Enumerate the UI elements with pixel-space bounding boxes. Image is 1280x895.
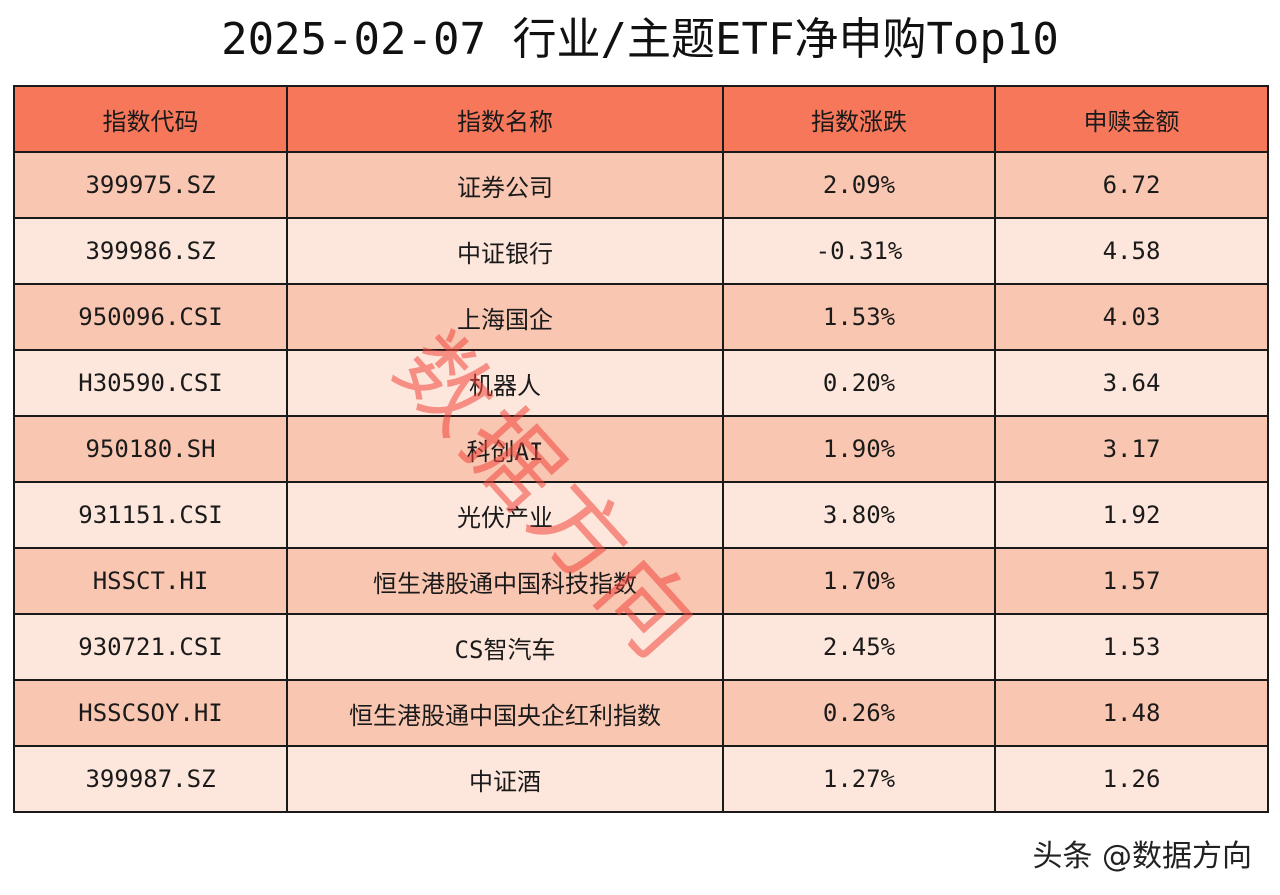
cell-amount: 1.48 xyxy=(994,679,1269,747)
cell-amount: 6.72 xyxy=(994,151,1269,219)
cell-index-change: 2.09% xyxy=(722,151,996,219)
cell-index-name: 中证银行 xyxy=(286,217,724,285)
table-row: 399975.SZ 证券公司 2.09% 6.72 xyxy=(13,151,1269,219)
cell-index-change: 1.53% xyxy=(722,283,996,351)
cell-index-name: 恒生港股通中国科技指数 xyxy=(286,547,724,615)
table-row: 950096.CSI 上海国企 1.53% 4.03 xyxy=(13,283,1269,351)
cell-index-code: 931151.CSI xyxy=(13,481,288,549)
header-index-name: 指数名称 xyxy=(286,85,724,153)
cell-index-change: 1.27% xyxy=(722,745,996,813)
cell-index-change: 0.26% xyxy=(722,679,996,747)
header-index-change: 指数涨跌 xyxy=(722,85,996,153)
cell-index-name: 上海国企 xyxy=(286,283,724,351)
cell-index-change: 1.90% xyxy=(722,415,996,483)
cell-index-name: 机器人 xyxy=(286,349,724,417)
cell-amount: 4.03 xyxy=(994,283,1269,351)
cell-index-name: 光伏产业 xyxy=(286,481,724,549)
header-index-code: 指数代码 xyxy=(13,85,288,153)
cell-index-change: 1.70% xyxy=(722,547,996,615)
cell-index-code: 399986.SZ xyxy=(13,217,288,285)
table-row: HSSCSOY.HI 恒生港股通中国央企红利指数 0.26% 1.48 xyxy=(13,679,1269,747)
cell-index-code: HSSCT.HI xyxy=(13,547,288,615)
table-row: 950180.SH 科创AI 1.90% 3.17 xyxy=(13,415,1269,483)
cell-index-change: -0.31% xyxy=(722,217,996,285)
table-row: H30590.CSI 机器人 0.20% 3.64 xyxy=(13,349,1269,417)
header-subscription-amount: 申赎金额 xyxy=(994,85,1269,153)
etf-table: 指数代码 指数名称 指数涨跌 申赎金额 399975.SZ 证券公司 2.09%… xyxy=(13,85,1269,813)
cell-amount: 4.58 xyxy=(994,217,1269,285)
cell-index-change: 3.80% xyxy=(722,481,996,549)
table-row: 399986.SZ 中证银行 -0.31% 4.58 xyxy=(13,217,1269,285)
table-header-row: 指数代码 指数名称 指数涨跌 申赎金额 xyxy=(13,85,1269,153)
cell-index-change: 0.20% xyxy=(722,349,996,417)
cell-amount: 1.53 xyxy=(994,613,1269,681)
cell-index-code: 399987.SZ xyxy=(13,745,288,813)
cell-index-code: HSSCSOY.HI xyxy=(13,679,288,747)
cell-index-code: 399975.SZ xyxy=(13,151,288,219)
cell-index-code: 950180.SH xyxy=(13,415,288,483)
cell-index-name: 中证酒 xyxy=(286,745,724,813)
source-credit[interactable]: 头条 @数据方向 xyxy=(1032,839,1252,874)
cell-index-code: 950096.CSI xyxy=(13,283,288,351)
page-title: 2025-02-07 行业/主题ETF净申购Top10 xyxy=(221,14,1059,65)
table-row: HSSCT.HI 恒生港股通中国科技指数 1.70% 1.57 xyxy=(13,547,1269,615)
cell-index-name: 证券公司 xyxy=(286,151,724,219)
cell-index-name: CS智汽车 xyxy=(286,613,724,681)
cell-amount: 3.64 xyxy=(994,349,1269,417)
table-row: 930721.CSI CS智汽车 2.45% 1.53 xyxy=(13,613,1269,681)
cell-index-change: 2.45% xyxy=(722,613,996,681)
cell-amount: 1.92 xyxy=(994,481,1269,549)
cell-index-name: 恒生港股通中国央企红利指数 xyxy=(286,679,724,747)
cell-index-code: 930721.CSI xyxy=(13,613,288,681)
cell-index-code: H30590.CSI xyxy=(13,349,288,417)
table-row: 931151.CSI 光伏产业 3.80% 1.92 xyxy=(13,481,1269,549)
cell-amount: 3.17 xyxy=(994,415,1269,483)
table-row: 399987.SZ 中证酒 1.27% 1.26 xyxy=(13,745,1269,813)
cell-index-name: 科创AI xyxy=(286,415,724,483)
cell-amount: 1.26 xyxy=(994,745,1269,813)
cell-amount: 1.57 xyxy=(994,547,1269,615)
